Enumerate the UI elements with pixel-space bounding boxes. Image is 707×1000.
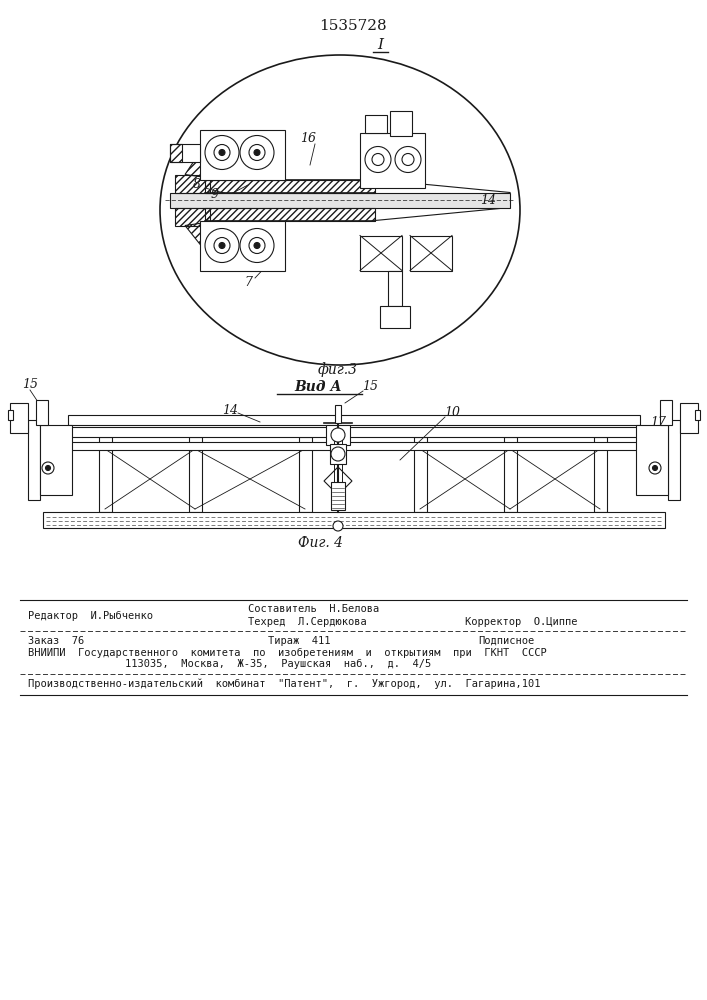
Circle shape [214, 144, 230, 160]
Bar [504, 437, 517, 512]
Text: Составитель  Н.Белова: Составитель Н.Белова [248, 604, 379, 614]
Text: Подписное: Подписное [478, 636, 534, 646]
Circle shape [653, 466, 658, 471]
Text: Техред  Л.Сердюкова: Техред Л.Сердюкова [248, 617, 367, 627]
Bar [170, 192, 510, 208]
Bar [360, 132, 425, 188]
Text: Производственно-издательский  комбинат  "Патент",  г.  Ужгород,  ул.  Гагарина,1: Производственно-издательский комбинат "П… [28, 679, 540, 689]
Text: 14: 14 [480, 194, 496, 207]
Circle shape [219, 149, 225, 155]
Text: 15: 15 [362, 379, 378, 392]
Text: I: I [377, 38, 383, 52]
Bar [68, 427, 640, 437]
Circle shape [254, 242, 260, 248]
Circle shape [254, 149, 260, 155]
Circle shape [214, 237, 230, 253]
Text: Вид А: Вид А [294, 380, 341, 394]
Bar [205, 208, 375, 221]
Bar [205, 180, 375, 192]
Polygon shape [324, 467, 352, 495]
Bar [636, 425, 668, 495]
Bar [200, 221, 285, 270]
Bar [170, 143, 182, 161]
Circle shape [205, 135, 239, 169]
Circle shape [249, 144, 265, 160]
Bar [365, 114, 387, 132]
Circle shape [240, 135, 274, 169]
Bar [68, 442, 640, 450]
Bar [335, 405, 341, 423]
Circle shape [205, 229, 239, 262]
Bar [299, 437, 312, 512]
Text: 1535728: 1535728 [319, 19, 387, 33]
Bar [200, 129, 285, 180]
Bar [390, 110, 412, 135]
Text: 9: 9 [211, 188, 219, 202]
Circle shape [402, 153, 414, 165]
Bar [660, 400, 672, 425]
Bar [10, 403, 28, 433]
Bar [68, 415, 640, 425]
Text: 10: 10 [444, 406, 460, 418]
Circle shape [219, 242, 225, 248]
Bar [189, 437, 202, 512]
Text: Редактор  И.Рыбченко: Редактор И.Рыбченко [28, 611, 153, 621]
Bar [695, 410, 700, 420]
Bar [330, 444, 346, 464]
Text: фиг.3: фиг.3 [318, 363, 358, 377]
Circle shape [331, 428, 345, 442]
Text: ВНИИПИ  Государственного  комитета  по  изобретениям  и  открытиям  при  ГКНТ  С: ВНИИПИ Государственного комитета по изоб… [28, 648, 547, 658]
Text: 8: 8 [193, 178, 201, 192]
Bar [388, 270, 402, 306]
Bar [40, 425, 72, 495]
Bar [410, 235, 452, 270]
Circle shape [365, 146, 391, 172]
Circle shape [42, 462, 54, 474]
Bar [43, 512, 665, 528]
Bar [360, 235, 402, 270]
Bar [175, 208, 210, 226]
Bar [680, 403, 698, 433]
Text: 16: 16 [300, 131, 316, 144]
Bar [326, 425, 350, 445]
Text: 14: 14 [222, 403, 238, 416]
Text: Фиг. 4: Фиг. 4 [298, 536, 342, 550]
Bar [175, 174, 210, 192]
Bar [668, 420, 680, 500]
Circle shape [395, 146, 421, 172]
Circle shape [333, 521, 343, 531]
Bar [594, 437, 607, 512]
Text: Тираж  411: Тираж 411 [268, 636, 330, 646]
Text: 15: 15 [22, 377, 38, 390]
Bar [36, 400, 48, 425]
Circle shape [249, 237, 265, 253]
Bar [380, 306, 410, 328]
Text: 17: 17 [650, 416, 666, 430]
Ellipse shape [160, 55, 520, 365]
Text: 7: 7 [244, 275, 252, 288]
Bar [8, 410, 13, 420]
Bar [28, 420, 40, 500]
Circle shape [372, 153, 384, 165]
Text: Корректор  О.Циппе: Корректор О.Циппе [465, 617, 578, 627]
Circle shape [45, 466, 50, 471]
Circle shape [331, 447, 345, 461]
Circle shape [240, 229, 274, 262]
Text: 113035,  Москва,  Ж-35,  Раушская  наб.,  д.  4/5: 113035, Москва, Ж-35, Раушская наб., д. … [125, 659, 431, 669]
Bar [170, 143, 200, 161]
Bar [99, 437, 112, 512]
Bar [331, 482, 345, 510]
Circle shape [649, 462, 661, 474]
Text: Заказ  76: Заказ 76 [28, 636, 84, 646]
Bar [414, 437, 427, 512]
